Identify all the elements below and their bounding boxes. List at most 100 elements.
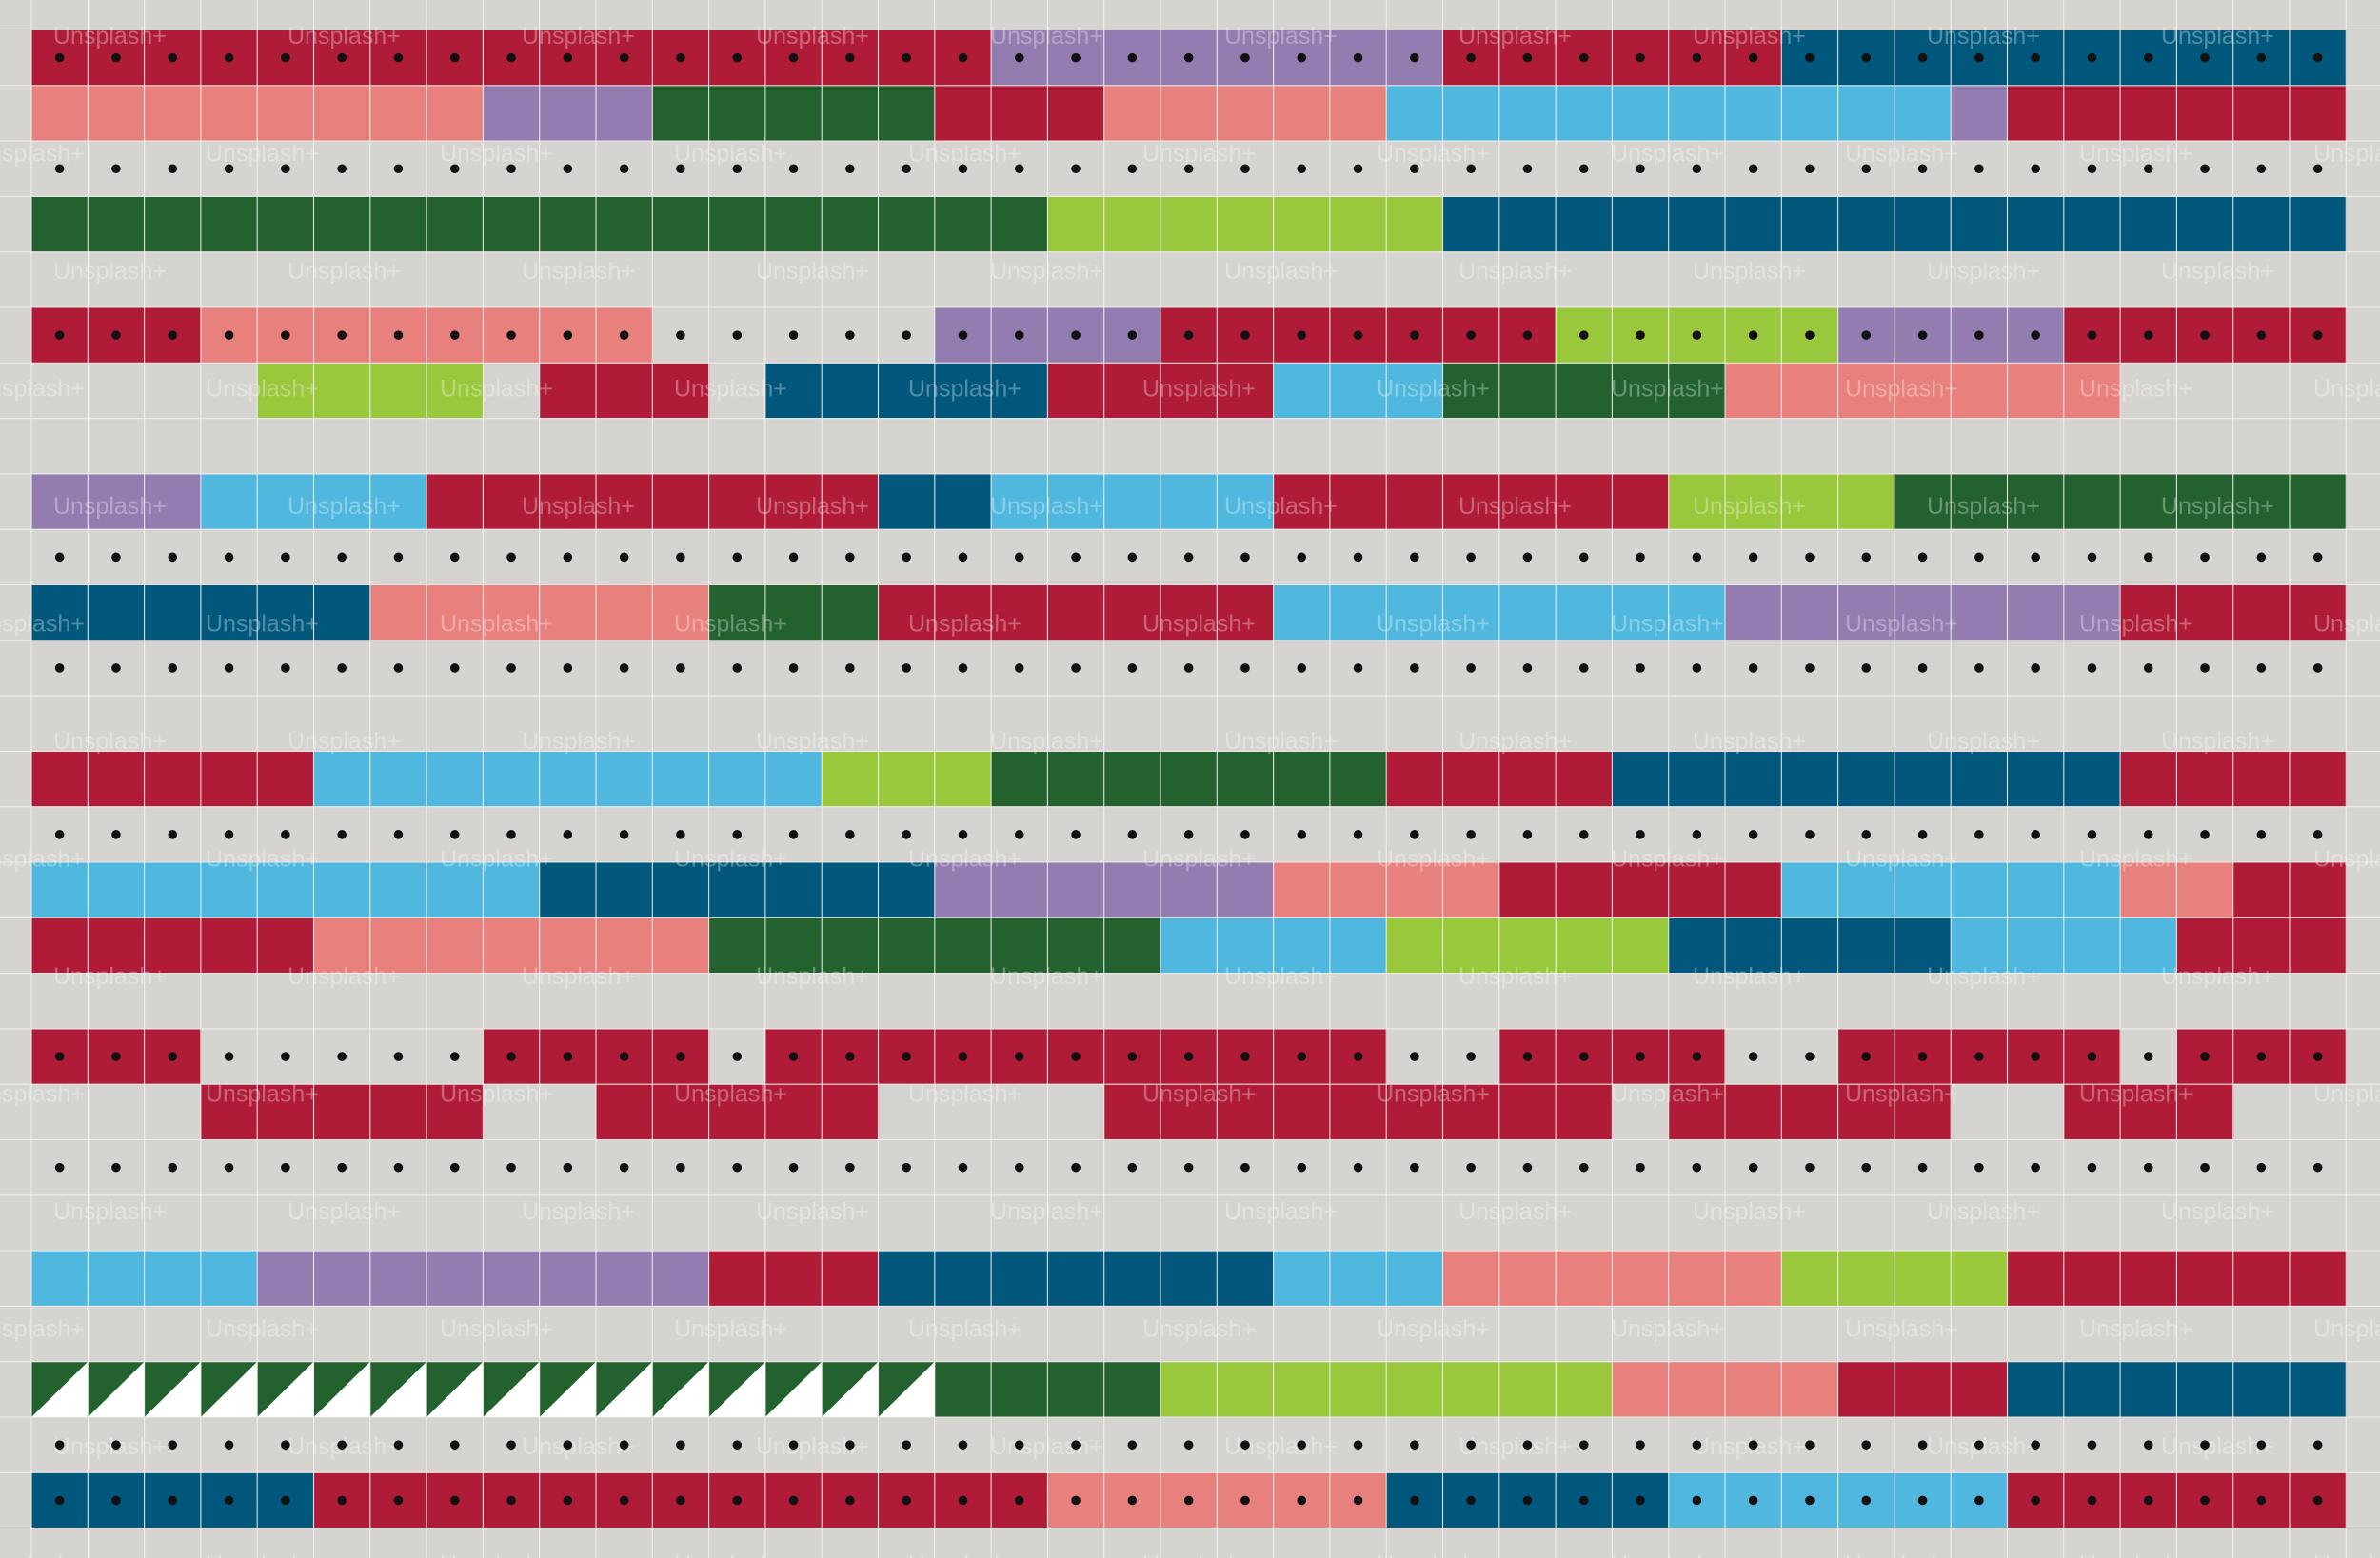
dot — [1466, 1162, 1476, 1173]
dot — [2200, 1495, 2210, 1506]
dot — [224, 552, 234, 562]
watermark-text: Unsplash+ — [522, 1198, 635, 1225]
color-block — [31, 917, 315, 974]
dot — [393, 1495, 404, 1506]
watermark-text: Unsplash+ — [53, 963, 167, 990]
triangle-cell — [652, 1361, 709, 1417]
dot — [563, 330, 573, 340]
dot — [1861, 1440, 1872, 1450]
watermark-text: Unsplash+ — [1693, 258, 1806, 285]
watermark-text: Unsplash+ — [908, 846, 1021, 873]
dot — [2143, 164, 2153, 174]
dot — [1297, 552, 1307, 562]
dot — [1522, 164, 1533, 174]
dot — [845, 1440, 855, 1450]
dot — [506, 830, 516, 839]
watermark-text: Unsplash+ — [756, 23, 869, 49]
dot — [1805, 164, 1815, 174]
dot — [1071, 552, 1081, 562]
color-block — [708, 1251, 880, 1307]
dot — [506, 164, 516, 174]
dot — [1636, 1162, 1645, 1173]
dot — [1071, 1495, 1081, 1506]
dot — [393, 164, 404, 174]
dot — [958, 1052, 968, 1061]
dot — [845, 164, 855, 174]
dot — [1522, 1052, 1533, 1061]
watermark-text: Unsplash+ — [674, 376, 787, 403]
dot — [619, 52, 629, 63]
dot — [2200, 164, 2210, 174]
dot — [449, 1440, 460, 1450]
dot — [619, 1162, 629, 1173]
dot — [1071, 1440, 1081, 1450]
watermark-text: Unsplash+ — [908, 376, 1021, 403]
dot — [1297, 330, 1307, 340]
watermark-text: Unsplash+ — [440, 376, 553, 403]
watermark-text: Unsplash+ — [0, 1316, 85, 1343]
watermark-text: Unsplash+ — [990, 728, 1103, 755]
dot — [2031, 1052, 2040, 1061]
watermark-text: Unsplash+ — [206, 141, 319, 168]
dot — [2087, 830, 2097, 839]
watermark-text: Unsplash+ — [1224, 728, 1338, 755]
dot — [449, 552, 460, 562]
dot — [1692, 552, 1702, 562]
dot — [1692, 663, 1702, 673]
watermark-text: Unsplash+ — [1927, 963, 2040, 990]
dot — [1410, 1495, 1419, 1506]
watermark-text: Unsplash+ — [674, 1081, 787, 1108]
dot — [1410, 663, 1419, 673]
color-block — [934, 85, 1105, 142]
color-block — [31, 751, 315, 807]
watermark-text: Unsplash+ — [2313, 1081, 2380, 1108]
dot — [1014, 164, 1024, 174]
dot — [1014, 52, 1024, 63]
color-block — [991, 473, 1275, 530]
watermark-text: Unsplash+ — [1693, 493, 1806, 520]
dot — [1240, 1495, 1250, 1506]
dot — [2200, 663, 2210, 673]
dot — [1127, 52, 1138, 63]
watermark-text: Unsplash+ — [908, 611, 1021, 638]
dot — [788, 1162, 799, 1173]
dot — [788, 1052, 799, 1061]
dot — [1805, 1052, 1815, 1061]
dot — [788, 330, 799, 340]
dot — [1974, 164, 1984, 174]
dot — [958, 1495, 968, 1506]
dot — [168, 1052, 178, 1061]
dot — [732, 552, 743, 562]
dot — [506, 1495, 516, 1506]
dot — [732, 663, 743, 673]
dot — [676, 663, 685, 673]
dot — [1805, 552, 1815, 562]
watermark-text: Unsplash+ — [1693, 1198, 1806, 1225]
triangle-cell — [483, 1361, 540, 1417]
dot — [1183, 1440, 1194, 1450]
dot — [1974, 330, 1984, 340]
dot — [1071, 330, 1081, 340]
dot — [54, 1495, 65, 1506]
dot — [1297, 1052, 1307, 1061]
dot — [1353, 164, 1363, 174]
dot — [732, 52, 743, 63]
triangle-cell — [200, 1361, 258, 1417]
dot — [337, 552, 347, 562]
color-block — [539, 862, 936, 918]
dot — [1636, 52, 1645, 63]
dot — [1466, 1495, 1476, 1506]
dot — [619, 164, 629, 174]
watermark-text: Unsplash+ — [1693, 963, 1806, 990]
dot — [506, 1440, 516, 1450]
dot — [1861, 1052, 1872, 1061]
dot — [2256, 1162, 2267, 1173]
dot — [845, 1495, 855, 1506]
dot — [224, 164, 234, 174]
watermark-text: Unsplash+ — [1142, 846, 1256, 873]
dot — [1071, 663, 1081, 673]
dot — [1578, 552, 1589, 562]
dot — [1974, 663, 1984, 673]
dot — [1410, 1162, 1419, 1173]
dot — [1692, 330, 1702, 340]
